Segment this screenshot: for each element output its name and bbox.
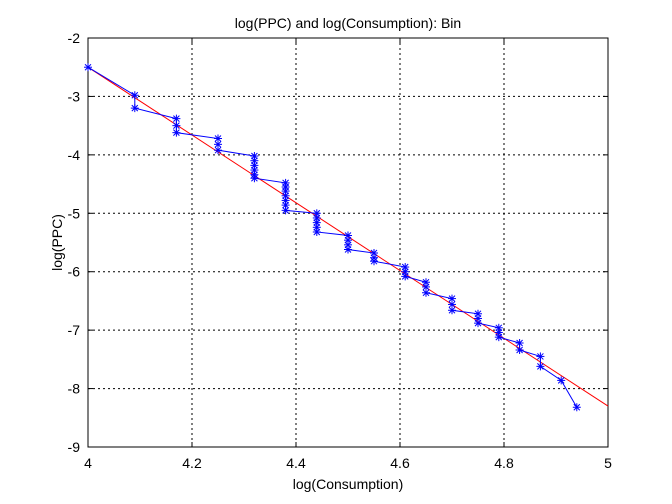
data-point	[448, 306, 456, 315]
data-point	[422, 288, 430, 297]
marker-stroke	[214, 135, 222, 142]
data-point	[281, 206, 290, 215]
data-point	[401, 272, 410, 281]
marker-stroke	[173, 129, 180, 137]
marker-stroke	[422, 283, 430, 291]
marker-stroke	[173, 122, 180, 129]
data-point	[572, 403, 581, 412]
data-point	[557, 376, 566, 385]
marker-stroke	[313, 228, 321, 236]
marker-stroke	[214, 146, 222, 154]
data-point	[130, 104, 139, 113]
data-point	[84, 63, 92, 72]
data-point	[172, 114, 181, 123]
data-point	[172, 121, 181, 130]
marker-stroke	[537, 363, 544, 370]
x-tick-label: 4.6	[390, 455, 410, 471]
marker-stroke	[401, 273, 409, 280]
marker-stroke	[131, 104, 139, 112]
data-line	[87, 66, 578, 408]
data-point	[536, 362, 545, 371]
marker-stroke	[84, 63, 92, 71]
data-point	[344, 245, 352, 254]
data-point	[370, 257, 378, 266]
series-layer	[84, 63, 609, 412]
marker-stroke	[516, 339, 523, 347]
marker-stroke	[537, 353, 544, 360]
marker-stroke	[557, 377, 565, 384]
marker-stroke	[370, 257, 378, 265]
x-tick-label: 5	[604, 455, 612, 471]
marker-stroke	[282, 207, 289, 214]
marker-stroke	[448, 295, 456, 302]
marker-stroke	[573, 403, 581, 411]
y-tick-label: -6	[68, 264, 81, 280]
x-axis-label: log(Consumption)	[293, 476, 404, 492]
data-point	[536, 352, 545, 361]
marker-stroke	[173, 115, 180, 122]
marker-stroke	[344, 246, 352, 253]
y-tick-label: -2	[68, 30, 81, 46]
marker-stroke	[516, 346, 523, 354]
x-axis: 4 4.2 4.4 4.6 4.8 5	[84, 38, 612, 471]
marker-stroke	[495, 333, 503, 341]
data-point	[312, 227, 321, 236]
y-axis: -9 -8 -7 -6 -5 -4 -3 -2	[68, 30, 608, 455]
data-point	[214, 146, 222, 155]
chart-title: log(PPC) and log(Consumption): Bin	[235, 15, 461, 31]
grid	[88, 38, 608, 447]
data-point	[130, 91, 139, 100]
marker-stroke	[448, 301, 456, 308]
y-axis-label: log(PPC)	[49, 214, 65, 271]
marker-stroke	[131, 91, 139, 99]
marker-stroke	[448, 306, 456, 314]
x-tick-label: 4.8	[494, 455, 514, 471]
data-point	[494, 333, 503, 342]
x-tick-label: 4.2	[182, 455, 202, 471]
y-tick-label: -5	[68, 205, 81, 221]
marker-stroke	[474, 319, 482, 327]
data-point	[515, 338, 524, 347]
marker-stroke	[251, 174, 258, 182]
data-point	[474, 319, 482, 328]
data-point	[172, 128, 181, 137]
plot-frame	[87, 37, 609, 448]
marker-stroke	[282, 201, 289, 209]
y-tick-label: -3	[68, 88, 81, 104]
data-point	[250, 174, 259, 183]
x-tick-label: 4.4	[286, 455, 306, 471]
data-point	[515, 346, 524, 355]
x-tick-label: 4	[84, 455, 92, 471]
data-point	[214, 134, 222, 143]
y-tick-label: -9	[68, 439, 81, 455]
marker-stroke	[422, 289, 430, 297]
y-tick-label: -4	[68, 147, 81, 163]
y-tick-label: -8	[68, 381, 81, 397]
marker-stroke	[214, 140, 222, 148]
y-tick-label: -7	[68, 322, 81, 338]
